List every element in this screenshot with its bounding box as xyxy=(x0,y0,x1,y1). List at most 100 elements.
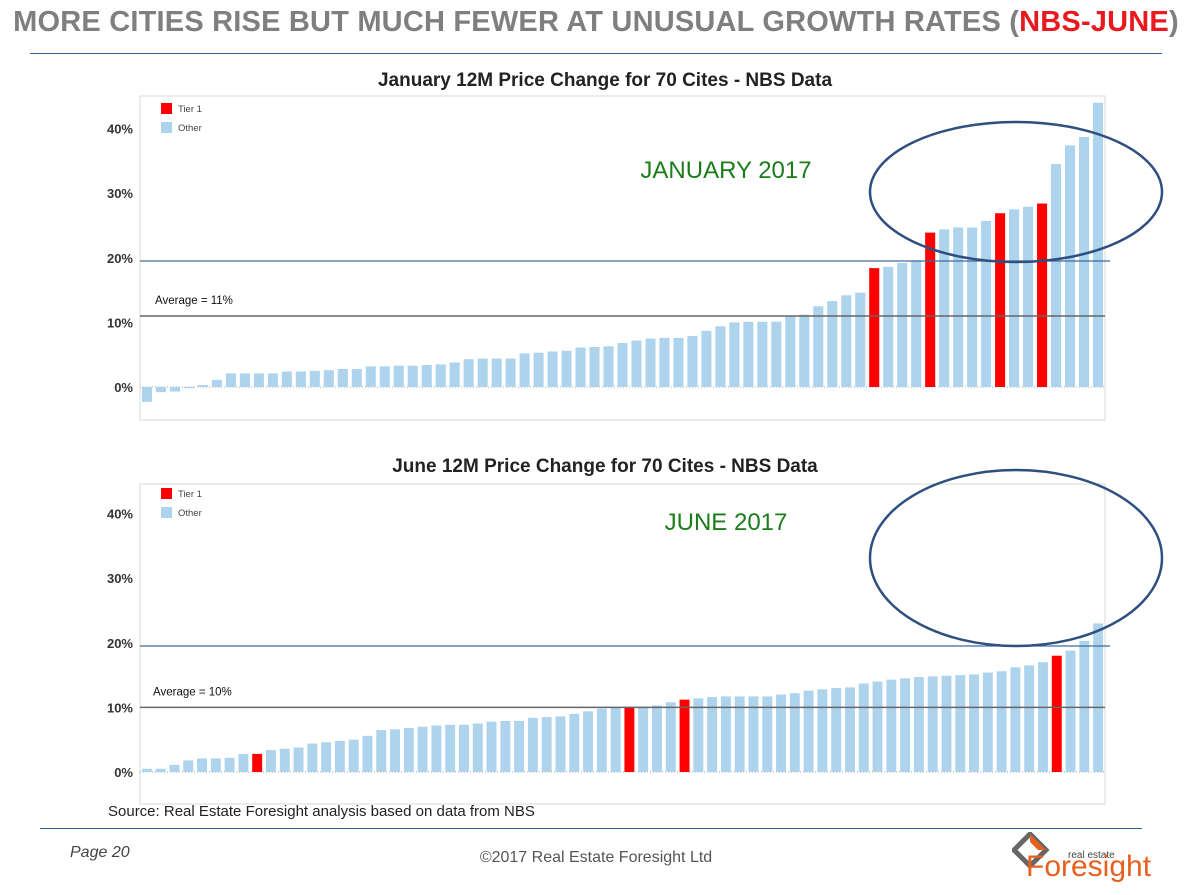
bar-other xyxy=(969,674,979,772)
bar-other xyxy=(813,306,824,387)
bar-other xyxy=(183,760,194,772)
bar-other xyxy=(1078,137,1090,387)
bar-other xyxy=(596,708,607,772)
bar-other xyxy=(589,346,600,387)
bar-other xyxy=(445,724,456,772)
bar-other xyxy=(238,753,249,772)
bar-other xyxy=(459,724,469,772)
bar-other xyxy=(307,743,318,772)
bar-tier1 xyxy=(252,753,263,772)
bar-other xyxy=(334,740,345,772)
bar-other xyxy=(1024,665,1035,772)
bar-other xyxy=(141,768,152,772)
footer-divider xyxy=(40,828,1142,829)
bar-tier1 xyxy=(679,699,690,772)
legend-swatch-other xyxy=(161,507,172,518)
bar-other xyxy=(169,387,180,392)
bar-other xyxy=(376,730,387,772)
june-chart: June 12M Price Change for 70 Cites - NBS… xyxy=(107,456,1164,805)
bar-other xyxy=(729,322,740,387)
bar-other xyxy=(403,728,414,772)
bar-other xyxy=(477,358,488,387)
bar-other xyxy=(1065,650,1076,772)
bar-other xyxy=(500,720,511,772)
bar-other xyxy=(1079,640,1090,772)
bar-other xyxy=(748,696,759,772)
bar-other xyxy=(715,326,726,387)
bar-tier1 xyxy=(624,706,635,772)
bar-other xyxy=(707,697,718,772)
plot-frame xyxy=(139,95,1106,421)
bar-other xyxy=(491,358,502,387)
bar-other xyxy=(348,739,359,772)
source-note: Source: Real Estate Foresight analysis b… xyxy=(108,803,535,820)
bar-other xyxy=(463,359,474,387)
y-tick-label: 0% xyxy=(114,380,133,395)
average-label: Average = 10% xyxy=(153,686,232,698)
bar-tier1 xyxy=(869,268,880,387)
bar-other xyxy=(720,696,731,772)
bar-other xyxy=(169,764,180,772)
logo-big-text: Foresight xyxy=(1026,850,1152,883)
bar-other xyxy=(253,373,264,387)
slide-title-highlight: NBS-JUNE xyxy=(1019,6,1169,38)
bar-other xyxy=(645,338,656,387)
bar-other xyxy=(417,726,428,772)
bar-other xyxy=(762,696,773,772)
bar-other xyxy=(789,693,800,772)
y-tick-label: 40% xyxy=(107,122,133,137)
bar-other xyxy=(323,370,334,387)
bar-other xyxy=(266,750,276,772)
bar-other xyxy=(911,260,922,387)
bar-other xyxy=(610,707,621,772)
bar-other xyxy=(183,387,194,389)
bar-other xyxy=(652,705,662,772)
bar-other xyxy=(295,371,306,387)
bar-tier1 xyxy=(925,232,936,387)
slide-title-main: MORE CITIES RISE BUT MUCH FEWER AT UNUSU… xyxy=(13,6,1020,38)
bar-other xyxy=(1051,164,1062,387)
bar-other xyxy=(631,340,642,387)
bar-other xyxy=(817,689,828,772)
bar-other xyxy=(279,748,290,772)
bar-other xyxy=(309,370,320,387)
bar-other xyxy=(638,706,649,772)
bar-other xyxy=(886,679,897,772)
bar-other xyxy=(883,266,894,387)
bar-other xyxy=(757,321,768,387)
bar-other xyxy=(569,713,580,772)
y-tick-label: 10% xyxy=(107,700,133,715)
bar-other xyxy=(321,742,332,772)
bar-other xyxy=(603,346,614,387)
bar-other xyxy=(197,758,207,772)
bar-other xyxy=(431,725,442,772)
bar-other xyxy=(365,366,376,387)
y-tick-label: 40% xyxy=(107,507,133,522)
bar-other xyxy=(981,220,992,387)
bar-other xyxy=(872,681,883,772)
bar-other xyxy=(827,301,838,387)
bar-other xyxy=(1010,667,1021,772)
bar-other xyxy=(210,758,221,772)
bar-other xyxy=(941,675,952,772)
bar-other xyxy=(575,347,586,387)
bar-other xyxy=(155,768,166,772)
bar-other xyxy=(239,373,250,387)
page-number: Page 20 xyxy=(70,844,130,861)
bar-other xyxy=(858,683,869,772)
bar-other xyxy=(547,351,558,387)
bar-other xyxy=(533,352,544,387)
logo-small-text: real estate xyxy=(1068,850,1115,861)
bar-other xyxy=(362,735,373,772)
highlight-ellipse xyxy=(868,120,1164,264)
bar-tier1 xyxy=(1051,655,1062,772)
legend-swatch-other xyxy=(161,122,172,133)
copyright: ©2017 Real Estate Foresight Ltd xyxy=(479,849,713,866)
bar-other xyxy=(1023,206,1034,387)
bar-other xyxy=(855,292,866,387)
bar-other xyxy=(141,387,153,402)
y-tick-label: 10% xyxy=(107,315,133,330)
bar-other xyxy=(831,688,842,772)
legend-swatch-tier1 xyxy=(161,103,172,114)
bar-other xyxy=(701,330,712,387)
